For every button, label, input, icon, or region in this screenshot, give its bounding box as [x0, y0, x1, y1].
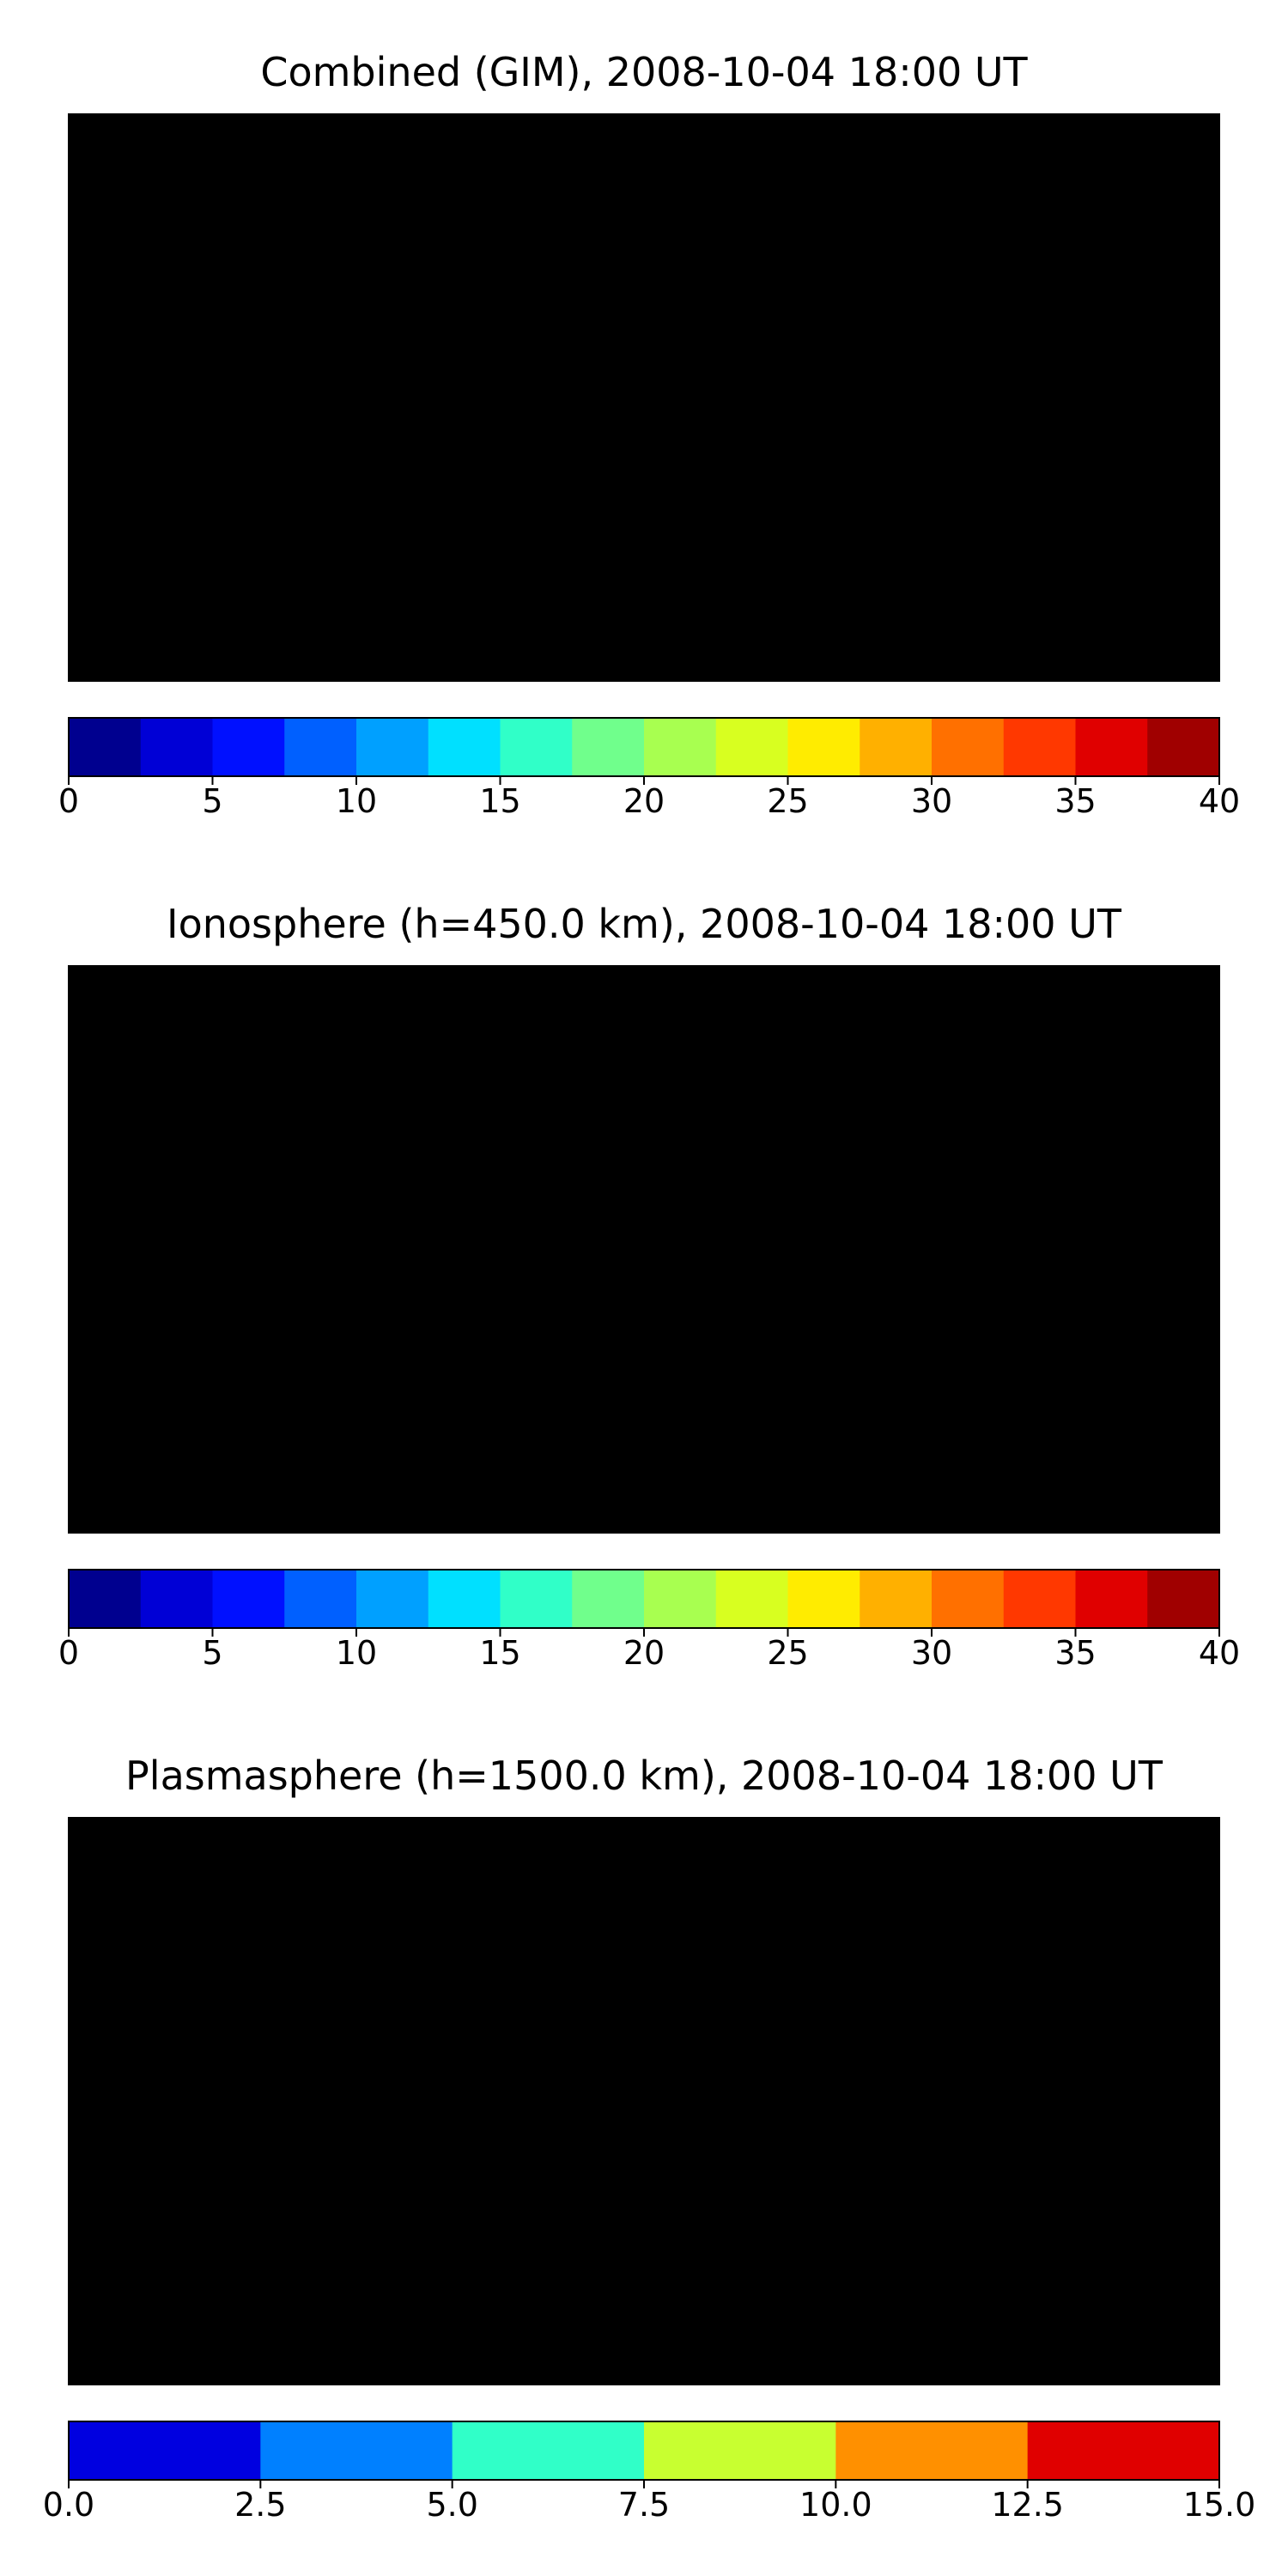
colorbar: 0 5 10 15 20 25 30 35 40 [58, 1569, 1240, 1672]
colorbar-segment [860, 718, 933, 776]
colorbar-tick-label: 0 [58, 1634, 79, 1672]
colorbar-segment [500, 1570, 573, 1628]
chart-panel-3: Plasmasphere (h=1500.0 km), 2008-10-04 1… [43, 1753, 1256, 2524]
colorbar-tick-label: 30 [911, 1634, 952, 1672]
colorbar-segment [284, 1570, 357, 1628]
colorbar-segment [69, 718, 142, 776]
colorbar-tick-label: 10.0 [799, 2486, 872, 2524]
colorbar-tick-label: 0 [58, 782, 79, 820]
colorbar-segment [428, 1570, 501, 1628]
colorbar-segment [140, 1570, 213, 1628]
colorbar-tick-label: 12.5 [991, 2486, 1064, 2524]
colorbar-segment [932, 1570, 1005, 1628]
colorbar-segment [500, 718, 573, 776]
colorbar-segment [644, 2421, 836, 2480]
colorbar-segment [572, 1570, 645, 1628]
contour-map [68, 965, 1220, 1534]
chart-title: Combined (GIM), 2008-10-04 18:00 UT [260, 49, 1028, 95]
panels: Combined (GIM), 2008-10-04 18:00 UT 0 5 10 1… [43, 49, 1256, 2524]
colorbar-segment [284, 718, 357, 776]
colorbar-tick-label: 20 [623, 782, 665, 820]
colorbar-segment [69, 2421, 261, 2480]
chart-panel-2: Ionosphere (h=450.0 km), 2008-10-04 18:0… [58, 901, 1240, 1672]
colorbar-segment [212, 1570, 285, 1628]
colorbar-segment [715, 1570, 788, 1628]
colorbar-segment [428, 718, 501, 776]
colorbar-segment [835, 2421, 1029, 2480]
colorbar-tick-label: 20 [623, 1634, 665, 1672]
colorbar-tick-label: 35 [1054, 782, 1096, 820]
colorbar-tick-label: 5 [202, 782, 222, 820]
contour-map [68, 1817, 1220, 2385]
chart-title: Ionosphere (h=450.0 km), 2008-10-04 18:0… [167, 901, 1122, 947]
colorbar-tick-label: 7.5 [618, 2486, 670, 2524]
colorbar-segment [69, 1570, 142, 1628]
colorbar-segment [1147, 718, 1220, 776]
colorbar-tick-label: 10 [336, 1634, 377, 1672]
colorbar-segment [452, 2421, 645, 2480]
colorbar-segment [140, 718, 213, 776]
colorbar-segment [1003, 718, 1076, 776]
colorbar: 0 5 10 15 20 25 30 35 40 [58, 717, 1240, 820]
colorbar-segment [212, 718, 285, 776]
coastlines [69, 1863, 1219, 2385]
colorbar-segment [787, 718, 860, 776]
colorbar: 0.0 2.5 5.0 7.5 10.0 12.5 15.0 [43, 2421, 1256, 2524]
colorbar-segment [715, 718, 788, 776]
colorbar-tick-label: 0.0 [43, 2486, 94, 2524]
colorbar-tick-label: 40 [1199, 1634, 1240, 1672]
contour-map [68, 113, 1220, 682]
colorbar-segment [356, 1570, 429, 1628]
chart-title: Plasmasphere (h=1500.0 km), 2008-10-04 1… [125, 1753, 1163, 1799]
colorbar-segment [860, 1570, 933, 1628]
map-frame [68, 965, 1220, 1534]
colorbar-segment [1003, 1570, 1076, 1628]
colorbar-segment [644, 718, 717, 776]
colorbar-segment [572, 718, 645, 776]
coastlines [69, 1012, 1219, 1533]
colorbar-tick-label: 15 [479, 1634, 520, 1672]
colorbar-segment [932, 718, 1005, 776]
colorbar-tick-label: 30 [911, 782, 952, 820]
colorbar-tick-label: 40 [1199, 782, 1240, 820]
coastlines [69, 160, 1219, 681]
colorbar-segment [356, 718, 429, 776]
colorbar-segment [787, 1570, 860, 1628]
colorbar-tick-label: 5 [202, 1634, 222, 1672]
colorbar-segment [1075, 1570, 1148, 1628]
colorbar-tick-label: 25 [767, 782, 808, 820]
colorbar-tick-label: 35 [1054, 1634, 1096, 1672]
colorbar-tick-label: 25 [767, 1634, 808, 1672]
colorbar-tick-label: 2.5 [234, 2486, 286, 2524]
colorbar-segment [644, 1570, 717, 1628]
colorbar-segment [1075, 718, 1148, 776]
map-frame [68, 113, 1220, 682]
colorbar-tick-label: 15.0 [1183, 2486, 1256, 2524]
chart-panel-1: Combined (GIM), 2008-10-04 18:00 UT 0 5 10 1… [58, 49, 1240, 820]
colorbar-segment [1147, 1570, 1220, 1628]
colorbar-segment [260, 2421, 453, 2480]
colorbar-tick-label: 15 [479, 782, 520, 820]
map-frame [68, 1817, 1220, 2385]
colorbar-tick-label: 10 [336, 782, 377, 820]
colorbar-tick-label: 5.0 [426, 2486, 477, 2524]
colorbar-segment [1027, 2421, 1220, 2480]
